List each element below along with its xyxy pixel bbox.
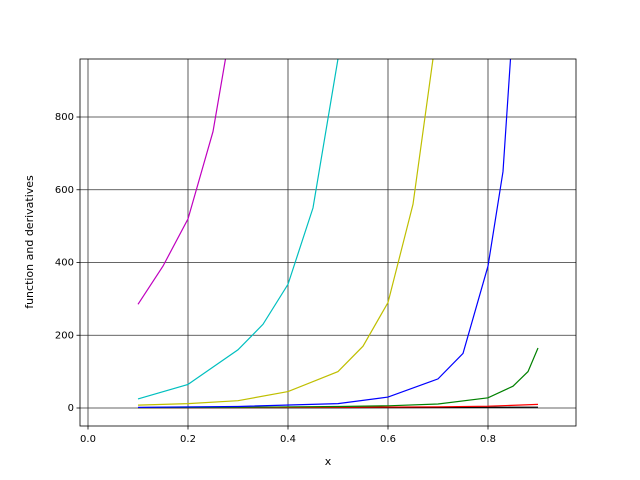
x-tick-label: 0.4 <box>280 434 296 445</box>
series-line <box>137 59 434 406</box>
y-tick-label: 0 <box>68 403 74 414</box>
x-tick-label: 0.6 <box>380 434 396 445</box>
series-line <box>137 59 339 400</box>
x-tick-label: 0.0 <box>80 434 96 445</box>
x-axis-label: x <box>325 455 332 468</box>
y-tick-label: 800 <box>55 112 74 123</box>
y-axis-label: function and derivatives <box>23 175 36 309</box>
y-tick-label: 400 <box>55 258 74 269</box>
series-line <box>137 59 227 305</box>
series-line <box>137 347 539 409</box>
x-tick-label: 0.8 <box>480 434 496 445</box>
x-tick-label: 0.2 <box>180 434 196 445</box>
y-tick-label: 200 <box>55 330 74 341</box>
series-line <box>137 59 512 408</box>
y-tick-label: 600 <box>55 185 74 196</box>
plot-area <box>80 59 576 426</box>
axes-frame <box>79 58 577 427</box>
